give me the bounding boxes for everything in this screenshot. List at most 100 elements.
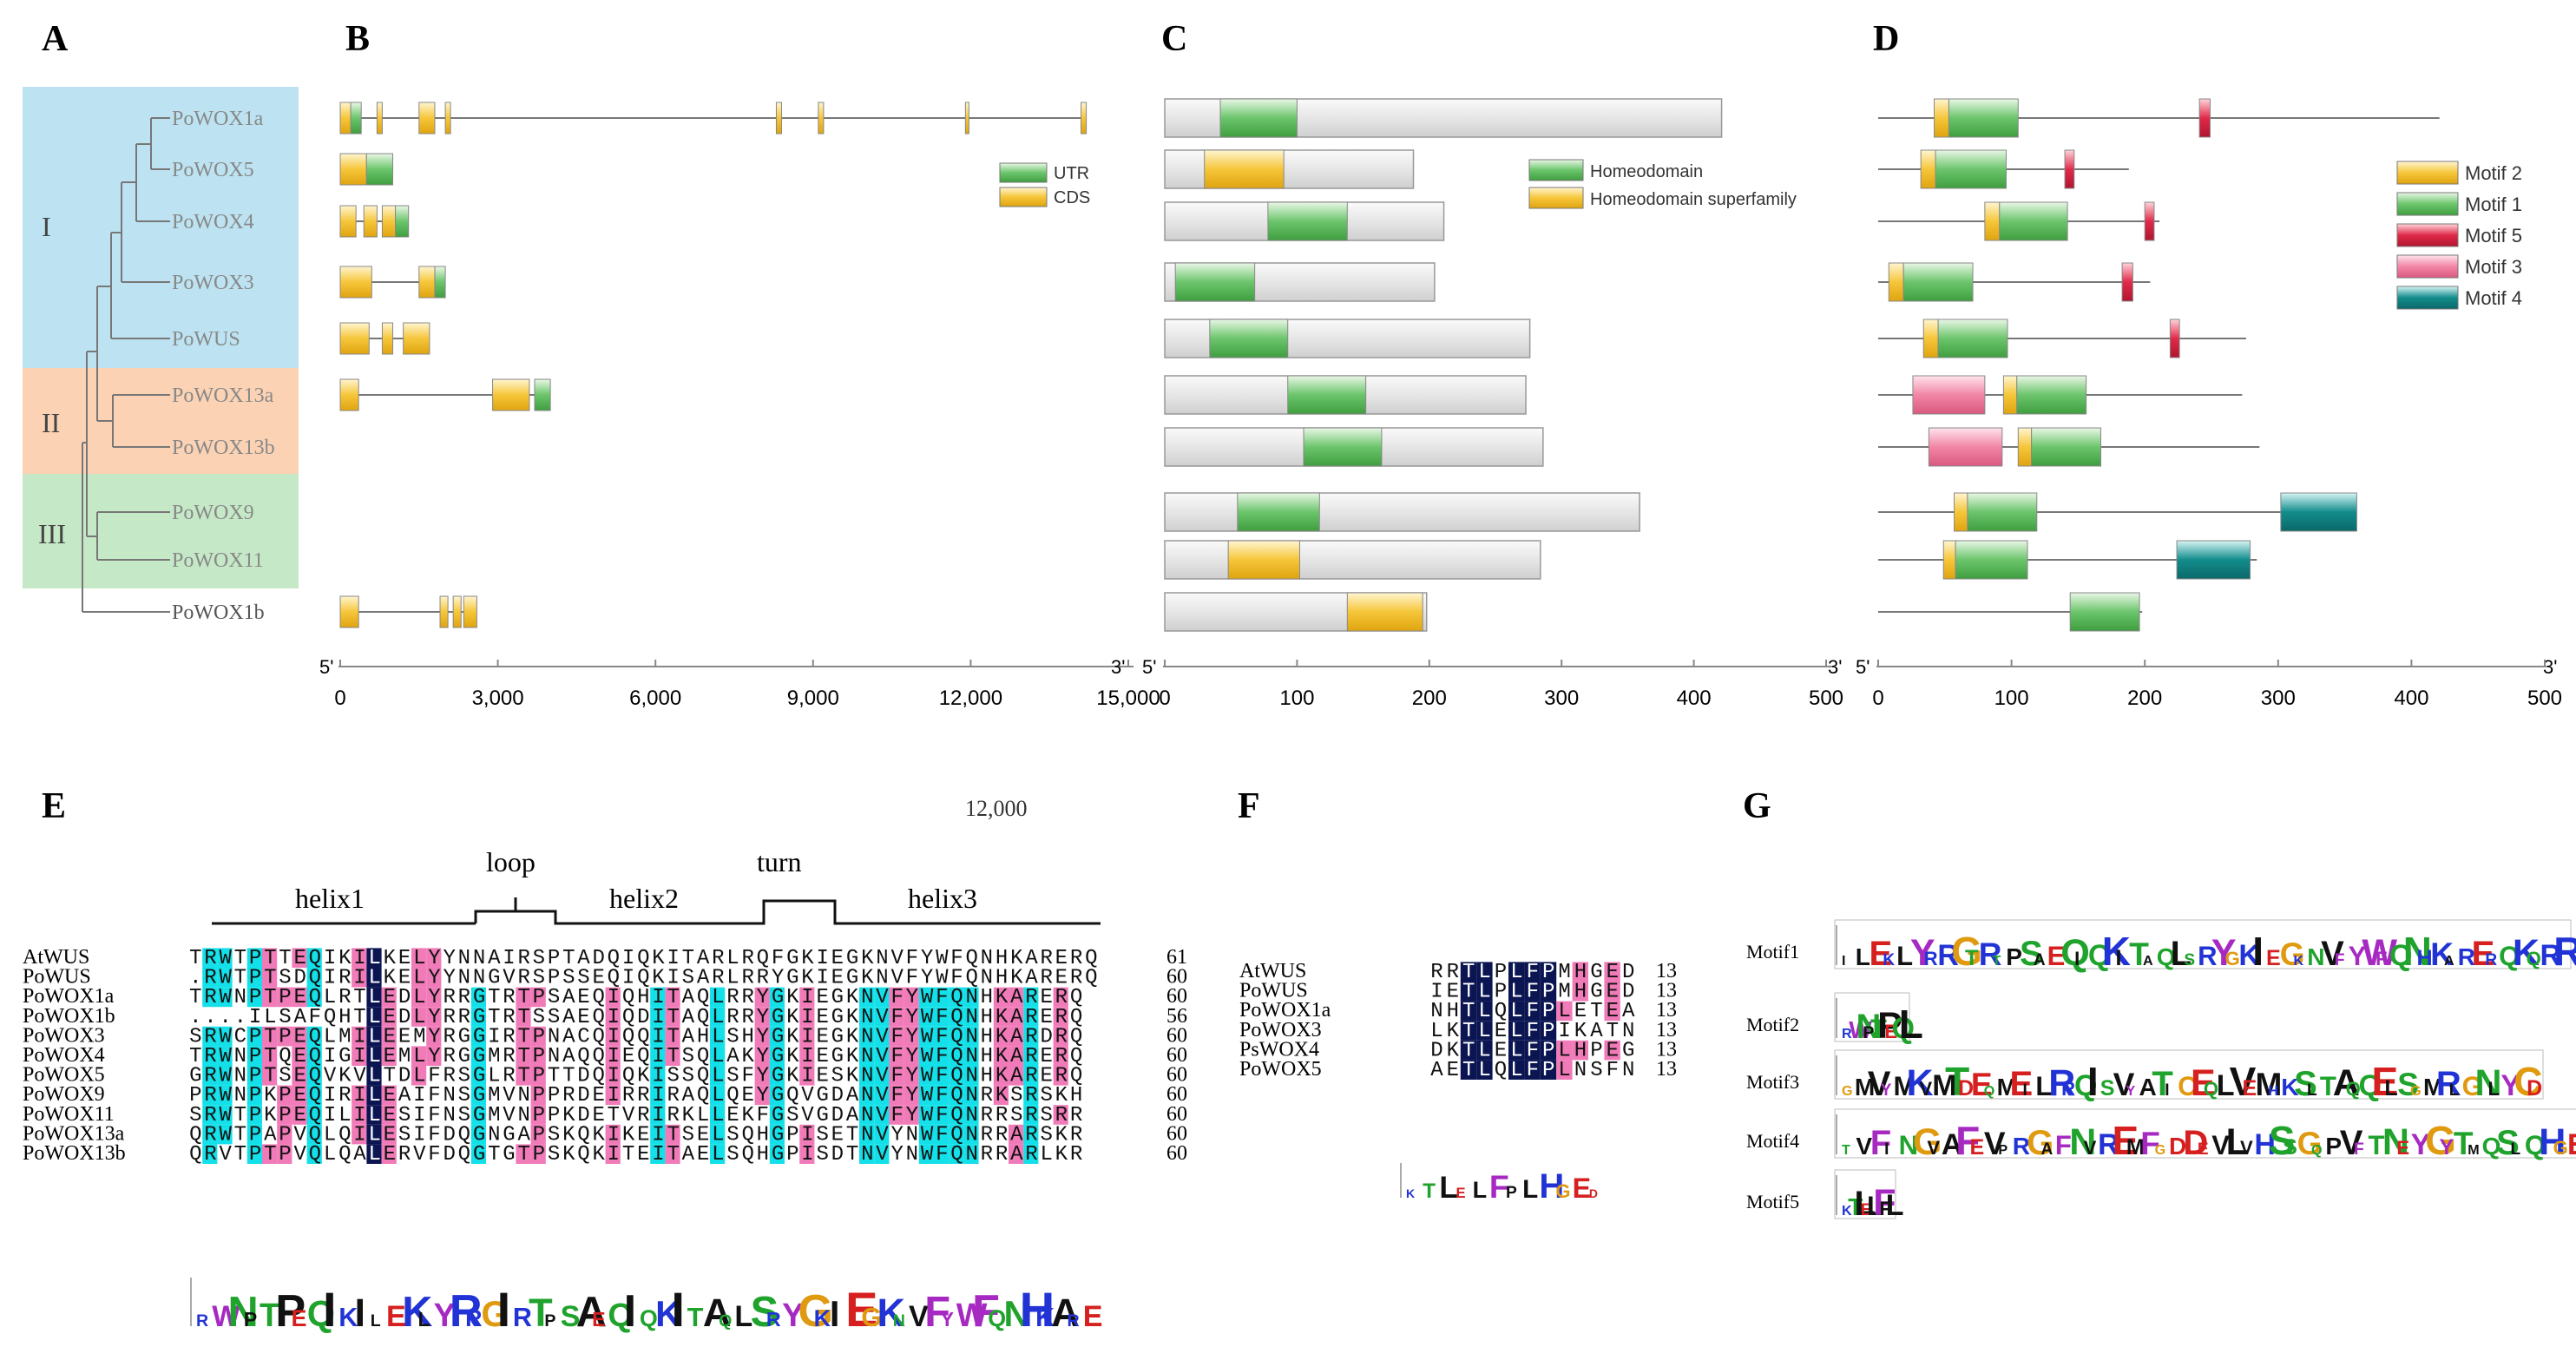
axis-b-5prime: 5' — [319, 656, 333, 678]
alignment-f-row-name: PoWOX5 — [1239, 1058, 1322, 1081]
clade-iii-label: III — [38, 518, 66, 549]
alignment-e-logo: R WNPTPEQIKI L EKL YRRGIRTP SAEQI QKITAQLSRYGK… — [190, 1278, 1103, 1337]
axis-c-5prime: 5' — [1142, 656, 1156, 678]
alignment-e-row-name: PoWOX1b — [23, 1005, 115, 1028]
homeodomain-superfamily-block — [1346, 592, 1423, 632]
tree-leaf-powox1b: PoWOX1b — [172, 601, 265, 624]
domain-track-powus — [1164, 319, 1531, 358]
cds-block — [418, 266, 436, 299]
cds-block — [339, 322, 370, 355]
motif-logo-4: T VFI NGVAFEVP RGAFNVREMFG DDE VLVHSSGQ PVF TNE… — [1836, 1114, 2576, 1163]
homeodomain-block — [1237, 492, 1320, 532]
cds-block — [444, 102, 451, 135]
axis-d-tick-label: 200 — [2127, 687, 2162, 710]
clade-i-background — [23, 87, 299, 368]
motif-block — [2176, 540, 2251, 580]
protein-domain-axis: 5' 3' 0 100 200 300 400 500 — [1142, 656, 1843, 710]
motif-logo-5: KTLELFPL — [1836, 1175, 1904, 1224]
cds-block — [964, 102, 969, 135]
motif-block — [1948, 98, 2019, 138]
motif-logo-1-letters: I LEKLYRRGTRT PSAEQI QKI TA QLSRYGKI EGK NVF YWF… — [1842, 929, 2576, 974]
motif-block — [1922, 319, 1939, 358]
motif-logos: Motif1 I LEKLYRRGTRT PSAEQI QKI TA QLSRYGKI EGK… — [1746, 919, 2576, 1224]
motif-logo-3: GMVYMKVMTDEQMEI LRRQISVY ATI CEQLVEMH KSL TAQ… — [1836, 1055, 2542, 1104]
axis-d-tick-label: 300 — [2261, 687, 2296, 710]
alignment-e-row-powox1b: PoWOX1b .... I L S A F Q H T L E D L Y R R G T R T S S A E Q I Q D I T… — [23, 1005, 1187, 1029]
alignment-f-row-count: 13 — [1656, 1058, 1677, 1081]
alignment-e-row-powox1a: PoWOX1a T R W N P T P E Q L R T L E D L Y R R G T R T P S A E Q I Q H I T… — [23, 985, 1187, 1009]
legend-utr-swatch — [999, 162, 1048, 183]
panel-label-c: C — [1161, 19, 1187, 59]
alignment-e-row-powox9: PoWOX9 P R W N P K P E Q I R I L E A I F N S G M V N P P R D E I R R I R A… — [23, 1083, 1187, 1107]
axis-d-tick-label: 500 — [2527, 687, 2562, 710]
alignment-e-row-count: 56 — [1166, 1005, 1187, 1028]
alignment-f-row-name: PoWOX3 — [1239, 1019, 1322, 1041]
panel-label-f: F — [1238, 786, 1260, 826]
alignment-e-row-name: PoWOX9 — [23, 1083, 105, 1106]
utr-block — [534, 378, 551, 411]
gene-track-powox3 — [339, 266, 446, 299]
tree-leaf-powox13b: PoWOX13b — [172, 437, 275, 459]
motif-logo-frame — [1834, 919, 2572, 969]
cds-block — [775, 102, 782, 135]
gene-track-powox4 — [339, 205, 410, 238]
motif-block — [2064, 149, 2075, 189]
alignment-f-logo: K T LE LFP LHGED — [1400, 1163, 1598, 1206]
motif-logo-name: Motif4 — [1746, 1130, 1799, 1152]
domain-track-powox4 — [1164, 201, 1445, 241]
alignment-e-logo-stack: R WNPTPEQIKI L EKL YRRGIRTP SAEQI QKITAQLSRYGK… — [190, 1278, 1103, 1337]
alignment-e-row-name: PoWOX13a — [23, 1122, 125, 1145]
domain-track-powox13a — [1164, 375, 1527, 415]
alignment-f-row-powox3: PoWOX3 L K T L E L F P I K A T N 13 — [1239, 1019, 1677, 1043]
alignment-e-row-powox5: PoWOX5 G R W N P T S E Q V K V L T D L F R S G L R T P T T D Q I Q K I S S… — [23, 1064, 1187, 1088]
alignment-f-row-count: 13 — [1656, 999, 1677, 1022]
motif-logo-3-letters: GMVYMKVMTDEQMEI LRRQISVY ATI CEQLVEMH KSL TAQ… — [1842, 1059, 2542, 1104]
axis-c-tick-label: 100 — [1279, 687, 1314, 710]
motif-logo-frame — [1834, 1169, 1896, 1219]
cds-block — [339, 266, 372, 299]
alignment-e-row-name: PoWOX4 — [23, 1044, 105, 1067]
alignment-e-row-name: AtWUS — [23, 946, 89, 969]
alignment-e-row-count: 60 — [1166, 1122, 1187, 1145]
motif-block — [1920, 149, 1936, 189]
protein-domain-panel: Homeodomain Homeodomain superfamily 5' 3… — [1142, 98, 1843, 710]
alignment-e-row-powox11: PoWOX11 S R W T P K P E Q I L I L E S I F N S G M V N P P K D E T V R I R… — [23, 1103, 1187, 1127]
motif-tracks — [1878, 98, 2440, 632]
cds-block — [339, 153, 367, 186]
panel-label-b: B — [345, 19, 370, 59]
alignment-e-row-name: PoWUS — [23, 966, 91, 989]
alignment-f-row-count: 13 — [1656, 1038, 1677, 1061]
legend-cds-label: CDS — [1054, 188, 1090, 207]
tree-leaf-powox4: PoWOX4 — [172, 211, 254, 233]
cds-block — [381, 205, 397, 238]
motif-logo-2: RWNPTPEQL — [1836, 998, 1923, 1047]
tree-leaf-powox11: PoWOX11 — [172, 549, 264, 572]
motif-axis: 5' 3' 0 100 200 300 400 500 — [1856, 656, 2562, 710]
tree-leaf-powox1a: PoWOX1a — [172, 108, 264, 130]
motif-block — [1955, 540, 2028, 580]
motif-block — [1999, 201, 2068, 241]
protein-body — [1164, 492, 1640, 532]
homeodomain-superfamily-block — [1227, 540, 1300, 580]
cds-block — [339, 102, 352, 135]
axis-d-tick-label: 0 — [1872, 687, 1883, 710]
alignment-e-row-powox13b: PoWOX13b Q R V T P T P V Q L Q A L E R V F D Q G T G T P S K Q K I T E I… — [23, 1142, 1187, 1166]
protein-body — [1164, 149, 1415, 189]
axis-b-tick-label: 9,000 — [787, 687, 839, 710]
motif-block — [2198, 98, 2211, 138]
cds-block — [818, 102, 825, 135]
alignment-f-row-name: PsWOX4 — [1239, 1038, 1319, 1061]
cds-block — [363, 205, 378, 238]
cds-block — [418, 102, 436, 135]
motif-track-powox5 — [1878, 149, 2129, 189]
homeodomain-block — [1303, 427, 1383, 467]
legend-cds-swatch — [999, 187, 1048, 207]
alignment-f-row-name: PoWOX1a — [1239, 999, 1331, 1022]
alignment-e-row-count: 60 — [1166, 1142, 1187, 1165]
alignment-e-row-count: 60 — [1166, 1103, 1187, 1126]
